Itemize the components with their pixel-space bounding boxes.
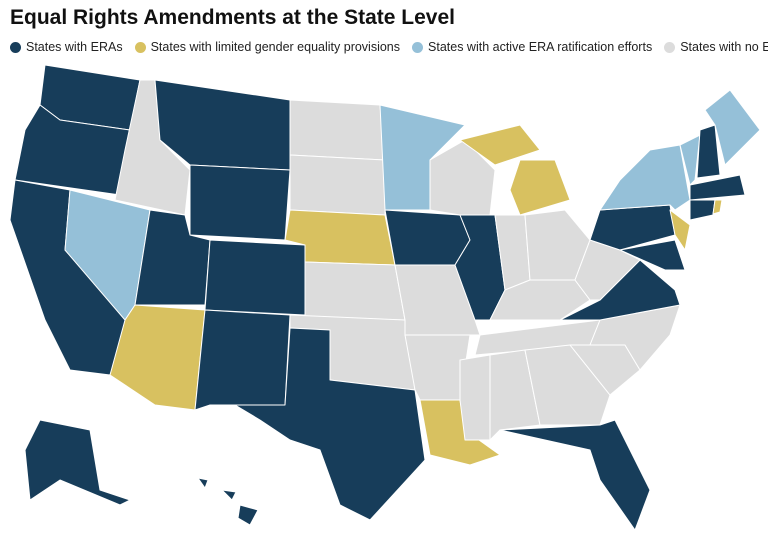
legend-item: States with active ERA ratification effo… <box>412 40 652 54</box>
state <box>499 419 651 531</box>
legend-item: States with limited gender equality prov… <box>134 40 401 54</box>
state <box>696 124 721 179</box>
state <box>619 239 686 271</box>
legend-swatch <box>10 41 21 53</box>
state <box>689 199 716 221</box>
state <box>459 354 491 441</box>
legend-item: States with ERAs <box>10 40 123 54</box>
legend-label: States with ERAs <box>26 40 123 54</box>
state <box>289 99 386 161</box>
state <box>221 489 237 501</box>
title: Equal Rights Amendments at the State Lev… <box>10 6 455 29</box>
legend-item: States with no ERA <box>664 40 768 54</box>
legend-label: States with active ERA ratification effo… <box>428 40 653 54</box>
state <box>599 144 691 211</box>
legend: States with ERAs States with limited gen… <box>10 40 768 54</box>
state <box>289 154 386 216</box>
legend-swatch <box>134 41 146 53</box>
state <box>189 164 291 241</box>
state <box>459 124 541 166</box>
state <box>304 261 406 321</box>
legend-swatch <box>412 41 424 53</box>
legend-label: States with limited gender equality prov… <box>150 40 401 54</box>
legend-label: States with no ERA <box>680 40 768 54</box>
state <box>524 344 611 426</box>
state <box>237 504 259 526</box>
state <box>384 209 471 266</box>
state <box>204 239 306 316</box>
state <box>234 327 426 521</box>
state <box>24 419 131 506</box>
state <box>197 477 209 489</box>
state <box>679 134 701 186</box>
state <box>712 199 723 215</box>
legend-swatch <box>664 41 676 53</box>
state <box>669 209 691 251</box>
state <box>704 89 761 166</box>
state <box>689 174 746 201</box>
state <box>194 309 291 411</box>
state <box>489 349 541 441</box>
state <box>509 159 571 216</box>
states <box>9 64 761 531</box>
